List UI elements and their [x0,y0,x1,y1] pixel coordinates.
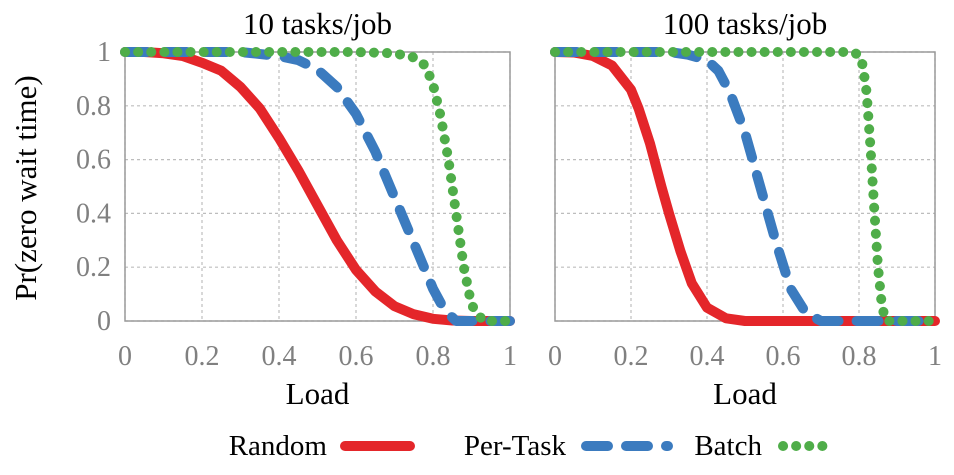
y-tick-label: 0.4 [76,198,111,229]
series-line-per-task [550,47,940,326]
panel-title: 100 tasks/job [663,6,827,41]
legend-item-random: Random [229,430,415,462]
series-line-random [120,47,515,326]
x-tick-label: 0.2 [614,341,649,372]
x-tick-label: 1 [928,341,942,372]
x-tick-label: 0.6 [339,341,374,372]
x-axis-label: Load [713,376,777,411]
y-tick-label: 0.2 [76,252,111,283]
grid [554,51,936,322]
legend-label: Per-Task [464,430,567,462]
panel-1: 0 0.2 0.4 0.6 0.8 1 0 0.2 0.4 0.6 0.8 1 10 tasks/job… [76,6,517,411]
x-tick-label: 0 [548,341,562,372]
x-tick-label: 1 [503,341,517,372]
panel-2: 0 0.2 0.4 0.6 0.8 1 100 tasks/job Load [548,6,942,411]
x-tick-label: 0.8 [842,341,877,372]
x-axis-label: Load [286,376,350,411]
y-axis-label: Pr(zero wait time) [8,75,43,301]
plot-frame [554,51,936,322]
y-axis-label-group: Pr(zero wait time) [8,75,43,301]
y-tick-label: 1 [97,37,111,68]
series-line-random [550,47,940,326]
y-tick-label: 0.8 [76,91,111,122]
panel-title: 10 tasks/job [243,6,392,41]
legend-item-batch: Batch [694,430,835,462]
series-line-batch [120,47,515,326]
legend-item-per-task: Per-Task [464,430,673,462]
y-tick-label: 0.6 [76,145,111,176]
x-tick-label: 0.6 [766,341,801,372]
x-tick-label: 0.4 [262,341,297,372]
series-line-batch [550,47,940,326]
x-tick-label: 0 [118,341,132,372]
legend-label: Batch [694,430,762,462]
x-tick-label: 0.2 [185,341,220,372]
legend: Random Per-Task Batch [229,430,835,462]
legend-label: Random [229,430,328,462]
x-tick-label: 0.8 [416,341,451,372]
x-tick-label: 0.4 [690,341,725,372]
y-tick-label: 0 [97,306,111,337]
